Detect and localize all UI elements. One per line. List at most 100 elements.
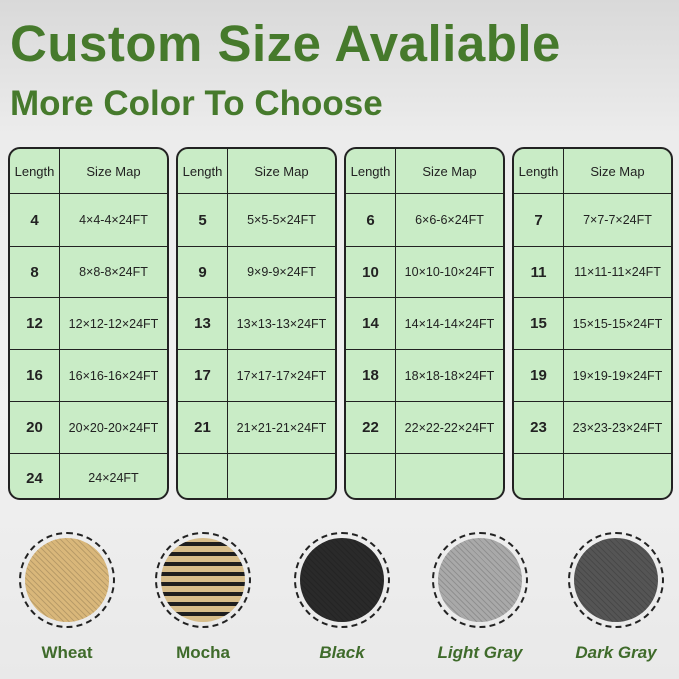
size-cell: 8×8-8×24FT <box>79 265 148 279</box>
size-cell: 10×10-10×24FT <box>404 265 495 279</box>
table-row: 20 20×20-20×24FT <box>10 402 167 454</box>
table-row: 22 22×22-22×24FT <box>346 402 503 454</box>
color-label: Dark Gray <box>575 643 657 662</box>
color-label: Mocha <box>176 643 230 662</box>
size-cell <box>564 454 671 498</box>
length-cell: 4 <box>10 194 60 246</box>
size-cell: 11×11-11×24FT <box>574 265 661 279</box>
length-cell: 17 <box>178 350 228 401</box>
column-header: Length <box>10 149 60 193</box>
size-cell: 24×24FT <box>88 471 139 485</box>
size-cell <box>228 454 335 498</box>
table-row: 4 4×4-4×24FT <box>10 194 167 247</box>
table-row: 17 17×17-17×24FT <box>178 350 335 402</box>
length-cell: 7 <box>514 194 564 246</box>
length-cell: 14 <box>346 298 396 349</box>
size-cell: 16×16-16×24FT <box>68 368 159 383</box>
size-table: Length Size Map 4 4×4-4×24FT 8 8×8-8×24FT 12 12… <box>8 147 169 500</box>
size-cell: 4×4-4×24FT <box>79 213 148 227</box>
size-cell: 13×13-13×24FT <box>236 316 327 331</box>
size-cell: 6×6-6×24FT <box>415 213 484 227</box>
column-header: Length <box>178 149 228 193</box>
column-header: Length <box>514 149 564 193</box>
table-row: 14 14×14-14×24FT <box>346 298 503 350</box>
color-label: Light Gray <box>437 643 523 662</box>
size-cell: 9×9-9×24FT <box>247 265 316 279</box>
length-cell: 10 <box>346 247 396 297</box>
table-row: 8 8×8-8×24FT <box>10 247 167 298</box>
table-row <box>346 454 503 498</box>
column-header: Length <box>346 149 396 193</box>
length-cell <box>178 454 228 498</box>
page-title: Custom Size Avaliable <box>10 15 561 72</box>
size-cell: 23×23-23×24FT <box>572 420 663 435</box>
length-cell: 24 <box>10 454 60 498</box>
table-row: 7 7×7-7×24FT <box>514 194 671 247</box>
length-cell: 12 <box>10 298 60 349</box>
length-cell <box>346 454 396 498</box>
table-row: 15 15×15-15×24FT <box>514 298 671 350</box>
table-row: 9 9×9-9×24FT <box>178 247 335 298</box>
table-row: 5 5×5-5×24FT <box>178 194 335 247</box>
size-cell: 15×15-15×24FT <box>572 316 663 331</box>
column-header: Size Map <box>86 163 141 179</box>
size-cell: 14×14-14×24FT <box>404 316 495 331</box>
table-header-row: Length Size Map <box>346 149 503 194</box>
size-table: Length Size Map 6 6×6-6×24FT 10 10×10-10×24FT… <box>344 147 505 500</box>
table-row: 19 19×19-19×24FT <box>514 350 671 402</box>
column-header: Size Map <box>254 163 309 179</box>
length-cell: 11 <box>514 247 564 297</box>
fabric-texture-image <box>438 538 522 622</box>
length-cell: 20 <box>10 402 60 453</box>
fabric-texture-image <box>574 538 658 622</box>
length-cell: 5 <box>178 194 228 246</box>
color-swatch <box>155 532 251 628</box>
table-row: 10 10×10-10×24FT <box>346 247 503 298</box>
length-cell: 8 <box>10 247 60 297</box>
column-header: Size Map <box>422 163 477 179</box>
color-label: Wheat <box>41 643 93 662</box>
length-cell: 22 <box>346 402 396 453</box>
length-cell: 16 <box>10 350 60 401</box>
length-cell: 19 <box>514 350 564 401</box>
size-table: Length Size Map 5 5×5-5×24FT 9 9×9-9×24FT 13 13… <box>176 147 337 500</box>
length-cell: 18 <box>346 350 396 401</box>
size-cell <box>396 454 503 498</box>
size-cell: 7×7-7×24FT <box>583 213 652 227</box>
length-cell: 15 <box>514 298 564 349</box>
table-row: 18 18×18-18×24FT <box>346 350 503 402</box>
fabric-texture-image <box>25 538 109 622</box>
length-cell <box>514 454 564 498</box>
table-header-row: Length Size Map <box>178 149 335 194</box>
color-label: Black <box>319 643 365 662</box>
length-cell: 9 <box>178 247 228 297</box>
size-cell: 19×19-19×24FT <box>572 368 663 383</box>
size-cell: 18×18-18×24FT <box>404 368 495 383</box>
size-cell: 5×5-5×24FT <box>247 213 316 227</box>
table-row: 12 12×12-12×24FT <box>10 298 167 350</box>
size-table: Length Size Map 7 7×7-7×24FT 11 11×11-11×24FT… <box>512 147 673 500</box>
fabric-texture-image <box>161 538 245 622</box>
size-cell: 12×12-12×24FT <box>68 316 159 331</box>
table-row: 24 24×24FT <box>10 454 167 498</box>
table-row <box>178 454 335 498</box>
page-subtitle: More Color To Choose <box>10 84 383 123</box>
table-row <box>514 454 671 498</box>
table-row: 6 6×6-6×24FT <box>346 194 503 247</box>
size-cell: 17×17-17×24FT <box>236 368 327 383</box>
table-row: 11 11×11-11×24FT <box>514 247 671 298</box>
color-swatch <box>568 532 664 628</box>
table-row: 21 21×21-21×24FT <box>178 402 335 454</box>
length-cell: 6 <box>346 194 396 246</box>
fabric-texture-image <box>300 538 384 622</box>
table-row: 23 23×23-23×24FT <box>514 402 671 454</box>
length-cell: 21 <box>178 402 228 453</box>
table-row: 13 13×13-13×24FT <box>178 298 335 350</box>
table-row: 16 16×16-16×24FT <box>10 350 167 402</box>
color-swatch <box>432 532 528 628</box>
size-cell: 20×20-20×24FT <box>68 420 159 435</box>
color-swatch <box>19 532 115 628</box>
color-swatch <box>294 532 390 628</box>
size-cell: 22×22-22×24FT <box>404 420 495 435</box>
table-header-row: Length Size Map <box>10 149 167 194</box>
